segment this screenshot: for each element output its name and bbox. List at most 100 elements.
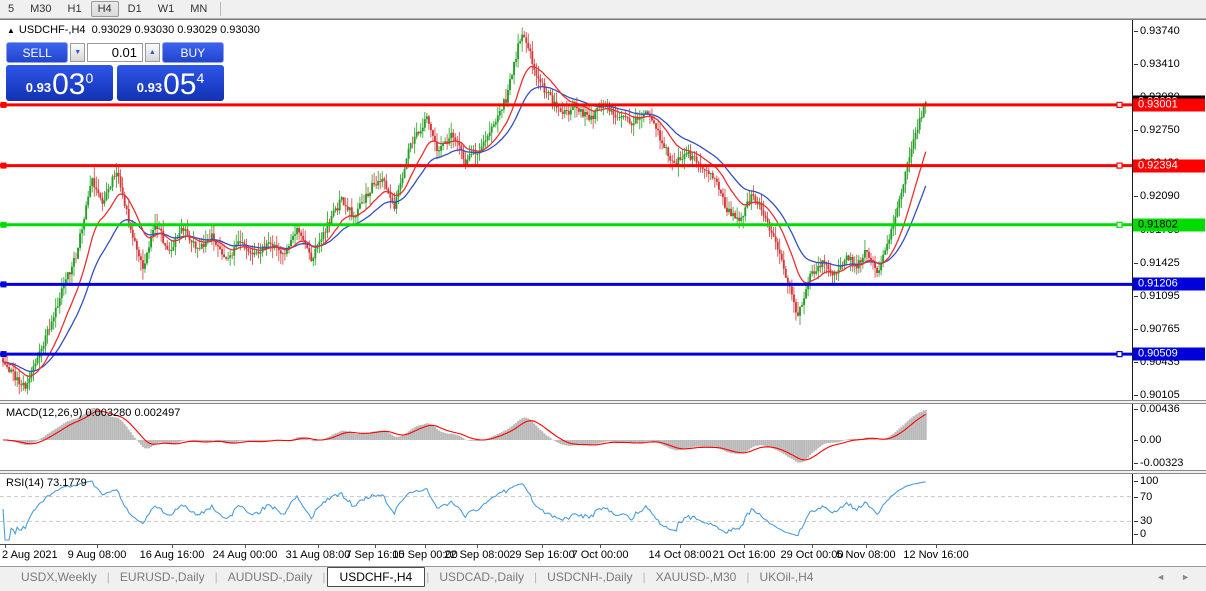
chart-tab-usdcad-[interactable]: USDCAD-,Daily xyxy=(439,570,525,584)
price-axis-line xyxy=(1132,20,1133,400)
chart-tab-xauusd-[interactable]: XAUUSD-,M30 xyxy=(655,570,737,584)
toolbar-separator xyxy=(220,2,222,16)
tab-separator: | xyxy=(426,570,430,584)
time-axis-label: 2 Aug 2021 xyxy=(2,549,58,561)
time-axis-label: 29 Sep 16:00 xyxy=(509,549,575,561)
time-axis-label: 14 Oct 08:00 xyxy=(648,549,712,561)
price-axis-tick: 0.91425 xyxy=(1134,256,1180,269)
volume-input[interactable] xyxy=(87,43,143,62)
timeframe-toolbar: 5 M30 H1 H4 D1 W1 MN xyxy=(0,0,1206,19)
chart-tab-audusd-[interactable]: AUDUSD-,Daily xyxy=(227,570,313,584)
chart-tab-eurusd-[interactable]: EURUSD-,Daily xyxy=(119,570,205,584)
timeframe-button-5[interactable]: 5 xyxy=(8,3,15,15)
chart-window: ▲ USDCHF-,H4 0.93029 0.93030 0.93029 0.93… xyxy=(0,19,1206,566)
timeframe-button-h1[interactable]: H1 xyxy=(67,3,82,15)
rsi-axis-tick: 30 xyxy=(1133,515,1153,528)
chart-title: ▲ USDCHF-,H4 0.93029 0.93030 0.93029 0.93… xyxy=(7,24,260,36)
price-axis-tick: 0.92090 xyxy=(1134,190,1180,202)
time-axis-label: 22 Sep 08:00 xyxy=(444,549,510,561)
sell-button[interactable]: SELL xyxy=(6,42,69,63)
price-chart-canvas[interactable] xyxy=(0,20,1132,400)
time-axis-tick xyxy=(680,545,681,548)
time-axis-label: 21 Oct 16:00 xyxy=(712,549,776,561)
timeframe-button-h4[interactable]: H4 xyxy=(90,1,119,17)
time-axis-label: 7 Oct 00:00 xyxy=(571,549,629,561)
pane-separator[interactable] xyxy=(0,470,1206,474)
time-axis-tick xyxy=(600,545,601,548)
tab-scroll-right-icon[interactable]: ► xyxy=(1181,572,1190,582)
chart-tab-ukoil-[interactable]: UKOil-,H4 xyxy=(759,570,814,584)
price-axis-tick: 0.93740 xyxy=(1134,25,1180,37)
macd-signal-value: 0.002497 xyxy=(134,407,181,419)
volume-increase-button[interactable]: ▲ xyxy=(145,43,160,62)
sell-price-display[interactable]: 0.93 03 0 xyxy=(6,65,113,101)
buy-price-display[interactable]: 0.93 05 4 xyxy=(117,65,224,101)
time-axis-label: 5 Nov 08:00 xyxy=(836,549,896,561)
sell-price-big: 03 xyxy=(52,68,86,101)
price-axis-tick: 0.90105 xyxy=(1134,388,1180,400)
tab-separator: | xyxy=(642,570,646,584)
timeframe-button-w1[interactable]: W1 xyxy=(157,3,175,15)
time-axis-tick xyxy=(936,545,937,548)
time-axis-label: 9 Aug 08:00 xyxy=(67,549,127,561)
rsi-axis-tick: 100 xyxy=(1133,475,1159,487)
time-axis-label: 16 Aug 16:00 xyxy=(139,549,205,561)
timeframe-button-m30[interactable]: M30 xyxy=(30,3,52,15)
price-axis-tick: 0.90765 xyxy=(1134,322,1180,335)
time-axis-tick xyxy=(172,545,173,548)
macd-header: MACD(12,26,9) 0.003280 0.002497 xyxy=(6,407,180,419)
time-axis[interactable]: 2 Aug 2021 9 Aug 08:00 16 Aug 16:00 24 Aug … xyxy=(0,544,1206,566)
one-click-trading-panel: SELL ▼ ▲ BUY 0.93 03 0 0.93 05 4 xyxy=(6,42,224,101)
chart-ohlc-values: 0.93029 0.93030 0.93029 0.93030 xyxy=(91,24,260,36)
time-axis-tick xyxy=(245,545,246,548)
macd-main-value: 0.003280 xyxy=(85,407,132,419)
chart-tab-usdchf-[interactable]: USDCHF-,H4 xyxy=(326,567,426,587)
buy-button[interactable]: BUY xyxy=(161,42,224,63)
time-axis-label: 31 Aug 08:00 xyxy=(285,549,351,561)
level-price-label: 0.91802 xyxy=(1133,218,1205,232)
time-axis-tick xyxy=(318,545,319,548)
macd-canvas[interactable] xyxy=(0,404,1132,470)
time-axis-tick xyxy=(744,545,745,548)
time-axis-tick xyxy=(866,545,867,548)
chart-tab-usdx[interactable]: USDX,Weekly xyxy=(21,570,97,584)
tab-scroll-arrows: ◄ ► xyxy=(1156,567,1190,582)
tab-separator: | xyxy=(534,570,538,584)
macd-axis-tick: -0.00323 xyxy=(1133,457,1184,469)
level-price-label: 0.92394 xyxy=(1133,159,1205,173)
level-price-label: 0.90509 xyxy=(1133,347,1205,361)
tab-scroll-left-icon[interactable]: ◄ xyxy=(1156,572,1166,582)
main-price-pane[interactable]: ▲ USDCHF-,H4 0.93029 0.93030 0.93029 0.93… xyxy=(0,20,1206,400)
macd-axis-tick: 0.00436 xyxy=(1134,404,1180,415)
time-axis-tick xyxy=(5,545,6,548)
time-axis-label: 7 Sep 16:00 xyxy=(345,549,405,561)
time-axis-label: 29 Oct 00:00 xyxy=(780,549,844,561)
chart-tab-usdcnh-[interactable]: USDCNH-,Daily xyxy=(547,570,633,584)
macd-pane[interactable]: MACD(12,26,9) 0.003280 0.002497 0.00436 0… xyxy=(0,404,1206,470)
time-axis-tick xyxy=(812,545,813,548)
macd-label: MACD(12,26,9) xyxy=(6,407,83,419)
timeframe-button-d1[interactable]: D1 xyxy=(127,3,142,15)
price-axis-tick: 0.91095 xyxy=(1134,289,1180,302)
pane-separator[interactable] xyxy=(0,400,1206,404)
rsi-header: RSI(14) 73.1779 xyxy=(6,477,87,489)
rsi-label: RSI(14) xyxy=(6,477,44,489)
buy-price-pip: 4 xyxy=(196,70,205,86)
time-axis-label: 15 Sep 00:00 xyxy=(392,549,458,561)
rsi-pane[interactable]: RSI(14) 73.1779 100 70 30 0 xyxy=(0,474,1206,544)
time-axis-label: 24 Aug 00:00 xyxy=(212,549,278,561)
rsi-canvas[interactable] xyxy=(0,474,1132,544)
timeframe-button-mn[interactable]: MN xyxy=(190,3,208,15)
buy-price-big: 05 xyxy=(163,68,197,101)
tab-separator: | xyxy=(746,570,750,584)
tab-separator: | xyxy=(322,570,326,584)
volume-decrease-button[interactable]: ▼ xyxy=(70,43,85,62)
price-axis-tick: 0.93410 xyxy=(1134,58,1180,70)
time-axis-tick xyxy=(542,545,543,548)
time-axis-tick xyxy=(425,545,426,548)
time-axis-tick xyxy=(97,545,98,548)
sell-price-pip: 0 xyxy=(85,70,94,86)
price-axis-tick: 0.92750 xyxy=(1134,124,1180,136)
level-price-label: 0.93001 xyxy=(1133,98,1205,112)
rsi-axis-tick: 0 xyxy=(1133,528,1147,540)
